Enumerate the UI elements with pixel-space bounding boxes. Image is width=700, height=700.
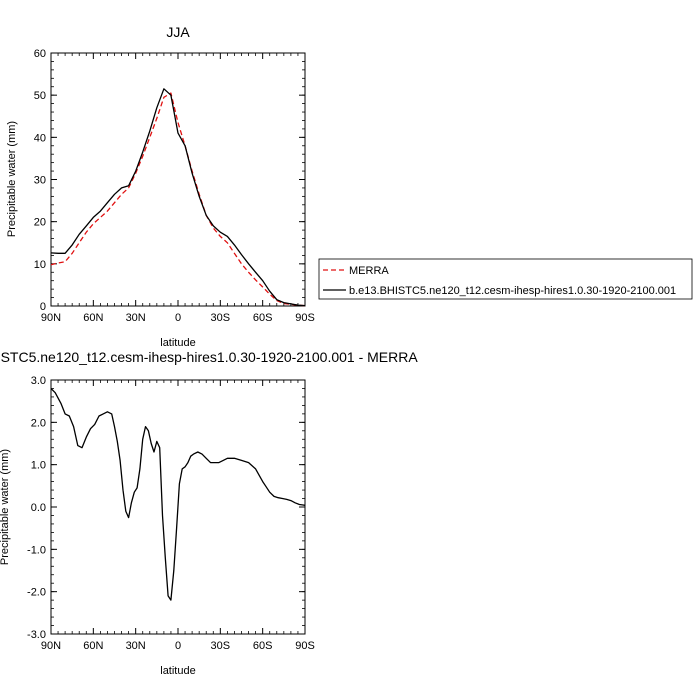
bottom-x-tick-label: 30S [211,640,231,652]
top-x-tick-label: 60S [253,312,273,324]
bottom-y-tick-label: 2.0 [31,417,46,429]
bottom-y-tick-label: -3.0 [27,629,46,641]
bottom-x-tick-label: 0 [175,640,181,652]
bottom-y-tick-label: 1.0 [31,460,46,472]
top-chart-title: JJA [166,24,190,40]
bottom-series-line-0 [50,388,306,601]
bottom-x-tick-label: 60S [253,640,273,652]
top-series-group [50,88,306,307]
legend-label-merra: MERRA [349,265,389,277]
top-y-tick-label: 60 [34,48,46,60]
bottom-y-tick-label: -1.0 [27,544,46,556]
top-x-tick-label: 90N [41,312,61,324]
bottom-x-axis-label: latitude [160,665,195,677]
legend: MERRA b.e13.BHISTC5.ne120_t12.cesm-ihesp… [318,258,693,300]
bottom-y-axis-label: Precipitable water (mm) [0,449,11,565]
bottom-y-tick-label: -2.0 [27,587,46,599]
top-y-tick-label: 10 [34,259,46,271]
top-tick-group: 90N 60N 30N 0 30S 60S 90S 0 10 20 30 40 50 60 [34,48,315,324]
bottom-y-tick-label: 0.0 [31,502,46,514]
legend-box [318,258,693,300]
top-y-tick-label: 0 [40,301,46,313]
bottom-x-tick-label: 90S [295,640,315,652]
top-x-tick-label: 90S [295,312,315,324]
bottom-tick-group: 90N 60N 30N 0 30S 60S 90S -3.0 -2.0 -1.0 0.0 1.0 2.0… [27,375,315,652]
top-x-tick-label: 30N [126,312,146,324]
legend-label-model: b.e13.BHISTC5.ne120_t12.cesm-ihesp-hires… [349,285,676,297]
bottom-x-tick-label: 60N [83,640,103,652]
top-x-axis-label: latitude [160,337,195,349]
bottom-x-tick-label: 30N [126,640,146,652]
top-y-tick-label: 20 [34,217,46,229]
top-panel: JJA 90N 60N 30N 0 30S 60S 90S 0 10 20 30 40 50 60 lat… [6,24,315,349]
top-y-tick-label: 50 [34,90,46,102]
bottom-panel: b.e13.BHISTC5.ne120_t12.cesm-ihesp-hires… [0,349,418,677]
top-x-tick-label: 0 [175,312,181,324]
top-y-tick-label: 30 [34,175,46,187]
top-series-line-1 [50,88,306,307]
bottom-x-tick-label: 90N [41,640,61,652]
top-y-axis-label: Precipitable water (mm) [6,121,18,237]
bottom-y-tick-label: 3.0 [31,375,46,387]
top-x-tick-label: 30S [211,312,231,324]
bottom-series-group [50,388,306,601]
top-plot-frame [50,52,306,307]
top-series-line-0 [50,92,306,307]
top-y-tick-label: 40 [34,132,46,144]
top-x-tick-label: 60N [83,312,103,324]
bottom-chart-title: b.e13.BHISTC5.ne120_t12.cesm-ihesp-hires… [0,349,418,365]
